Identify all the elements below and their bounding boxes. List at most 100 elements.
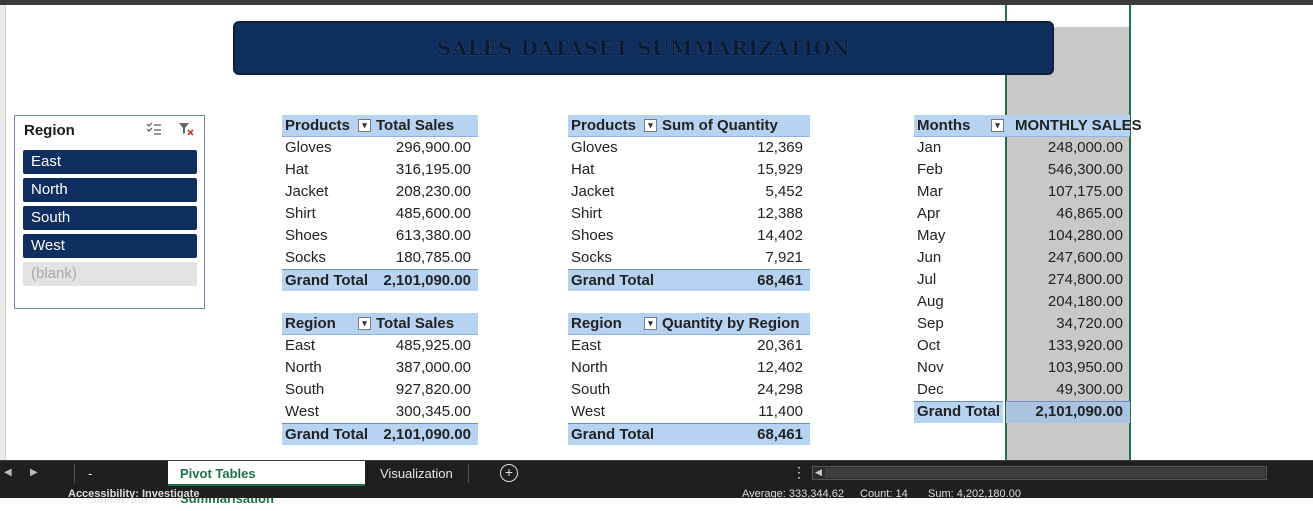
pivot-row-label: Sep [917, 315, 944, 332]
table-row[interactable]: Hat 316,195.00 [282, 159, 478, 181]
filter-dropdown-icon[interactable]: ▾ [644, 119, 657, 132]
table-row[interactable]: East 485,925.00 [282, 335, 478, 357]
scroll-right-icon[interactable]: ▶ [30, 467, 38, 478]
table-row[interactable]: Jan 248,000.00 [914, 137, 1130, 159]
more-options-icon[interactable]: ⋮ [792, 464, 806, 480]
pivot-row-label: Socks [285, 249, 326, 266]
pivot-row-value: 11,400 [758, 403, 803, 420]
pivot-row-value: 34,720.00 [1056, 315, 1123, 332]
tab-salesdata[interactable]: - SalesData [88, 466, 148, 506]
tab-pivot-tables-summarisation[interactable]: Pivot Tables Summarisation [168, 461, 365, 506]
table-row[interactable]: North 12,402 [568, 357, 810, 379]
table-row[interactable]: Oct 133,920.00 [914, 335, 1130, 357]
table-row[interactable]: Socks 7,921 [568, 247, 810, 269]
filter-dropdown-icon[interactable]: ▾ [991, 119, 1004, 132]
pivot-header-row[interactable]: Region ▾ Quantity by Region [568, 313, 810, 335]
grand-total-row[interactable]: Grand Total 2,101,090.00 [282, 269, 478, 291]
table-row[interactable]: Aug 204,180.00 [914, 291, 1130, 313]
add-sheet-icon[interactable]: + [500, 464, 518, 482]
pivot-row-label: Apr [917, 205, 941, 222]
pivot-header-row[interactable]: Months ▾ MONTHLY SALES [914, 115, 1142, 137]
table-row[interactable]: Jun 247,600.00 [914, 247, 1130, 269]
filter-dropdown-icon[interactable]: ▾ [358, 119, 371, 132]
grand-total-row[interactable]: Grand Total 68,461 [568, 423, 810, 445]
tab-visualization[interactable]: Visualization [380, 466, 453, 481]
pivot-row-value: 927,820.00 [395, 381, 471, 398]
table-row[interactable]: Dec 49,300.00 [914, 379, 1130, 401]
clear-filter-icon[interactable] [178, 122, 194, 139]
table-row[interactable]: West 300,345.00 [282, 401, 478, 423]
table-row[interactable]: Socks 180,785.00 [282, 247, 478, 269]
grand-total-row[interactable]: Grand Total 2,101,090.00 [914, 401, 1130, 423]
table-row[interactable]: East 20,361 [568, 335, 810, 357]
top-strip [0, 0, 1313, 5]
grand-total-value-cell [1006, 401, 1130, 423]
horizontal-scrollbar[interactable]: ◀ [812, 466, 1267, 480]
table-row[interactable]: North 387,000.00 [282, 357, 478, 379]
grand-total-row[interactable]: Grand Total 68,461 [568, 269, 810, 291]
pivot-header-row[interactable]: Region ▾ Total Sales [282, 313, 478, 335]
grand-total-value: 2,101,090.00 [383, 272, 471, 289]
slicer-item-east[interactable]: East [23, 150, 197, 174]
slicer-item-blank[interactable]: (blank) [23, 262, 197, 286]
multi-select-icon[interactable] [146, 122, 162, 139]
pivot-header-row[interactable]: Products ▾ Sum of Quantity [568, 115, 810, 137]
slicer-item-north[interactable]: North [23, 178, 197, 202]
pivot-row-value: 387,000.00 [395, 359, 471, 376]
table-row[interactable]: Shirt 485,600.00 [282, 203, 478, 225]
row-header-edge [0, 5, 6, 460]
table-row[interactable]: South 927,820.00 [282, 379, 478, 401]
table-row[interactable]: Shoes 613,380.00 [282, 225, 478, 247]
table-row[interactable]: Sep 34,720.00 [914, 313, 1130, 335]
grand-total-label: Grand Total [571, 272, 655, 289]
table-row[interactable]: Feb 546,300.00 [914, 159, 1130, 181]
pivot-row-value: 274,800.00 [1047, 271, 1123, 288]
pivot-row-value: 107,175.00 [1047, 183, 1123, 200]
table-row[interactable]: Nov 103,950.00 [914, 357, 1130, 379]
table-row[interactable]: Gloves 12,369 [568, 137, 810, 159]
slicer-item-south[interactable]: South [23, 206, 197, 230]
region-slicer[interactable]: Region East North South West (blank) [14, 115, 205, 309]
grand-total-row[interactable]: Grand Total 2,101,090.00 [282, 423, 478, 445]
pivot-row-label: Gloves [571, 139, 618, 156]
title-banner[interactable]: SALES DATASET SUMMARIZATION [233, 21, 1054, 75]
grand-total-label: Grand Total [285, 272, 369, 289]
table-row[interactable]: Shirt 12,388 [568, 203, 810, 225]
table-row[interactable]: Shoes 14,402 [568, 225, 810, 247]
pivot-row-label: Dec [917, 381, 944, 398]
scrollbar-thumb[interactable] [825, 468, 1265, 478]
pivot-row-value: 104,280.00 [1047, 227, 1123, 244]
table-row[interactable]: Jacket 5,452 [568, 181, 810, 203]
pivot-row-label: North [285, 359, 322, 376]
table-row[interactable]: Mar 107,175.00 [914, 181, 1130, 203]
pivot-row-label: Jacket [571, 183, 615, 200]
slicer-item-west[interactable]: West [23, 234, 197, 258]
scroll-left-icon[interactable]: ◀ [4, 467, 12, 478]
pivot-row-label: May [917, 227, 946, 244]
table-row[interactable]: South 24,298 [568, 379, 810, 401]
table-row[interactable]: Jul 274,800.00 [914, 269, 1130, 291]
pivot-row-value: 247,600.00 [1047, 249, 1123, 266]
pivot-row-label: West [571, 403, 605, 420]
pivot-header-row[interactable]: Products ▾ Total Sales [282, 115, 478, 137]
accessibility-status[interactable]: Accessibility: Investigate [68, 488, 200, 498]
table-row[interactable]: Gloves 296,900.00 [282, 137, 478, 159]
table-row[interactable]: Apr 46,865.00 [914, 203, 1130, 225]
table-row[interactable]: Hat 15,929 [568, 159, 810, 181]
pivot-row-label: Jul [917, 271, 937, 288]
pivot-row-value: 14,402 [757, 227, 803, 244]
table-row[interactable]: Jacket 208,230.00 [282, 181, 478, 203]
selected-column-border[interactable] [1005, 5, 1131, 460]
selected-column-fill [1007, 27, 1129, 460]
pivot-row-value: 485,600.00 [395, 205, 471, 222]
table-row[interactable]: May 104,280.00 [914, 225, 1130, 247]
filter-dropdown-icon[interactable]: ▾ [644, 317, 657, 330]
pivot-row-label: Mar [917, 183, 943, 200]
pivot-row-label: South [285, 381, 325, 398]
pivot-row-label-header: Region [285, 315, 336, 332]
pivot-row-label: Feb [917, 161, 943, 178]
scrollbar-left-arrow-icon[interactable]: ◀ [815, 467, 822, 477]
table-row[interactable]: West 11,400 [568, 401, 810, 423]
pivot-value-header: Quantity by Region [662, 315, 800, 332]
filter-dropdown-icon[interactable]: ▾ [358, 317, 371, 330]
